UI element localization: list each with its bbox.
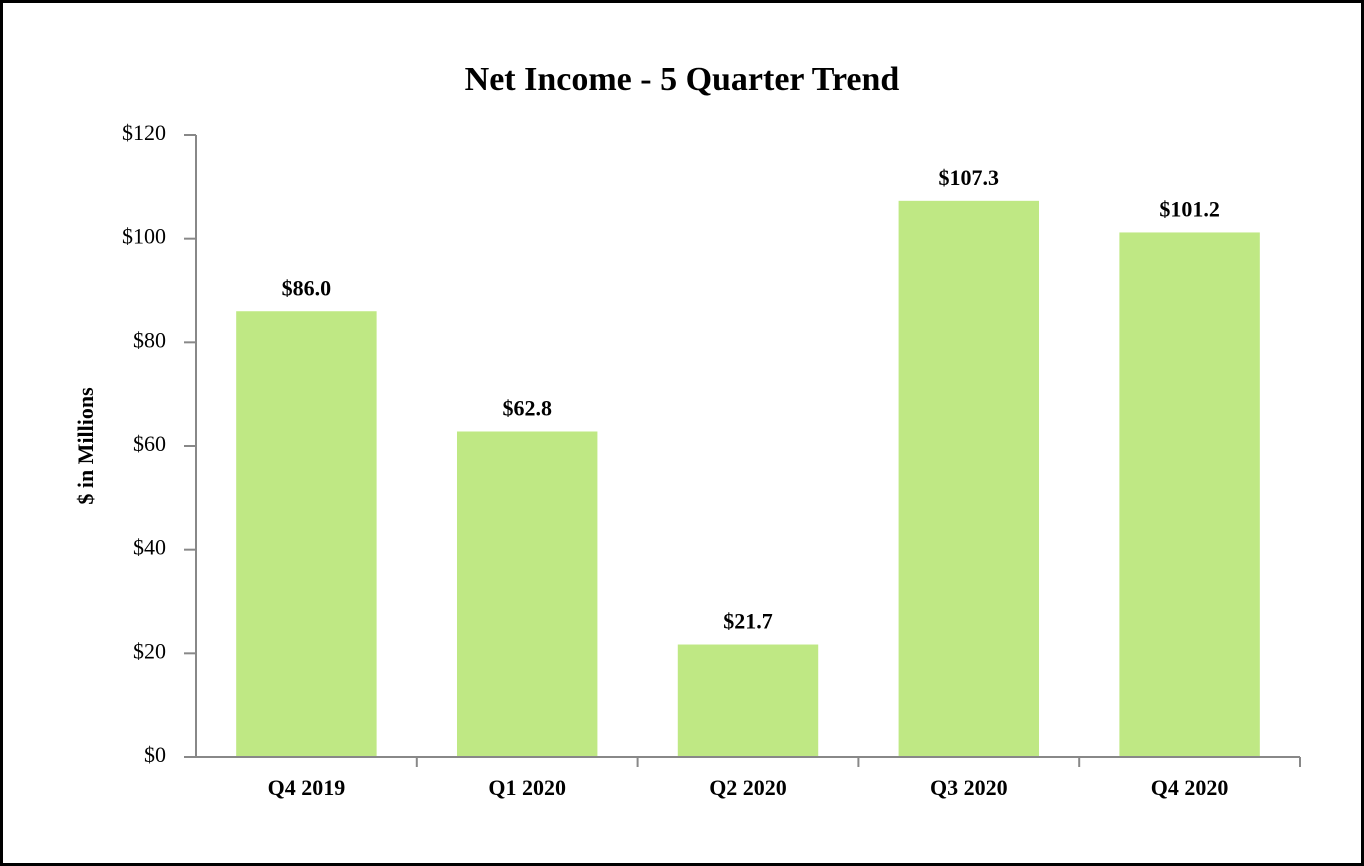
bar <box>677 644 819 757</box>
x-tick-label: Q1 2020 <box>488 775 566 800</box>
value-label: $21.7 <box>723 609 773 634</box>
x-tick-label: Q3 2020 <box>930 775 1008 800</box>
value-label: $62.8 <box>502 396 552 421</box>
y-tick-label: $80 <box>133 327 166 352</box>
y-tick-label: $40 <box>133 535 166 560</box>
x-tick-label: Q4 2019 <box>268 775 346 800</box>
bar <box>456 431 598 757</box>
y-tick-label: $20 <box>133 638 166 663</box>
chart-title: Net Income - 5 Quarter Trend <box>465 61 900 98</box>
y-tick-label: $120 <box>122 120 166 145</box>
x-tick-label: Q2 2020 <box>709 775 787 800</box>
y-tick-label: $60 <box>133 431 166 456</box>
y-tick-label: $100 <box>122 224 166 249</box>
y-axis-label: $ in Millions <box>73 387 98 505</box>
bar <box>1119 232 1260 758</box>
value-label: $107.3 <box>939 165 1000 190</box>
value-label: $86.0 <box>282 275 332 300</box>
value-label: $101.2 <box>1159 196 1220 221</box>
bar <box>236 311 377 757</box>
y-tick-label: $0 <box>144 742 166 767</box>
x-tick-label: Q4 2020 <box>1151 775 1229 800</box>
bar <box>898 200 1040 757</box>
